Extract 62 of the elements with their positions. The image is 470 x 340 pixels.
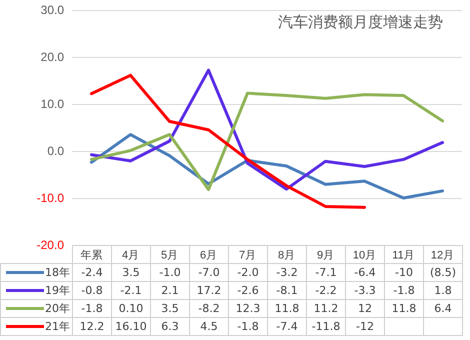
line-series xyxy=(90,92,444,192)
data-label: -11.8 xyxy=(306,318,346,336)
x-tick-label: 10月 xyxy=(352,250,376,262)
data-label: -2.6 xyxy=(228,282,268,300)
legend-label: 20年 xyxy=(0,300,72,318)
x-tick-label: 年累 xyxy=(80,250,102,262)
y-tick-label: -10.0 xyxy=(36,191,64,205)
legend-label: 19年 xyxy=(0,282,72,300)
line-series xyxy=(90,74,366,209)
data-label: -6.4 xyxy=(346,264,384,282)
x-tick-label: 9月 xyxy=(316,250,334,262)
data-label: 17.2 xyxy=(190,282,228,300)
data-label: 11.8 xyxy=(268,300,306,318)
data-label: 12 xyxy=(346,300,384,318)
line-series xyxy=(90,68,444,191)
y-tick-label: -20.0 xyxy=(36,238,64,252)
data-label: 1.8 xyxy=(424,282,462,300)
data-label: 3.5 xyxy=(150,300,190,318)
y-tick-label: 20.0 xyxy=(40,50,64,64)
data-label: -3.2 xyxy=(268,264,306,282)
data-label: -8.1 xyxy=(268,282,306,300)
data-label: -2.2 xyxy=(306,282,346,300)
legend-label: 21年 xyxy=(0,318,72,336)
x-tick-label: 5月 xyxy=(160,250,178,262)
data-label: -12 xyxy=(346,318,384,336)
data-label: -1.8 xyxy=(228,318,268,336)
data-label: 6.4 xyxy=(424,300,462,318)
data-label: -3.3 xyxy=(346,282,384,300)
data-label: 6.3 xyxy=(150,318,190,336)
y-tick-label: 30.0 xyxy=(40,3,64,17)
chart-title: 汽车消费额月度增速走势 xyxy=(278,14,443,31)
data-label: -2.1 xyxy=(112,282,150,300)
x-tick-label: 4月 xyxy=(122,250,140,262)
data-label: -8.2 xyxy=(190,300,228,318)
x-tick-label: 11月 xyxy=(392,250,415,262)
x-tick-label: 8月 xyxy=(278,250,296,262)
data-label: -1.8 xyxy=(72,300,112,318)
data-label: 16.10 xyxy=(112,318,150,336)
data-label: -7.1 xyxy=(306,264,346,282)
x-tick-label: 12月 xyxy=(430,250,454,262)
data-label: -0.8 xyxy=(72,282,112,300)
data-label: -1.0 xyxy=(150,264,190,282)
data-label: 11.8 xyxy=(384,300,424,318)
data-label: 3.5 xyxy=(112,264,150,282)
data-label: 11.2 xyxy=(306,300,346,318)
x-tick-label: 7月 xyxy=(238,250,256,262)
data-label: -2.4 xyxy=(72,264,112,282)
data-label: 2.1 xyxy=(150,282,190,300)
legend-label: 18年 xyxy=(0,264,72,282)
data-label: 12.3 xyxy=(228,300,268,318)
data-label: -7.0 xyxy=(190,264,228,282)
x-tick-label: 6月 xyxy=(200,250,218,262)
data-label: 0.10 xyxy=(112,300,150,318)
data-label: -7.4 xyxy=(268,318,306,336)
data-label: -1.8 xyxy=(384,282,424,300)
y-tick-label: 10.0 xyxy=(40,97,64,111)
data-label: (8.5) xyxy=(424,264,462,282)
data-label: -2.0 xyxy=(228,264,268,282)
y-tick-label: 0.0 xyxy=(47,144,64,158)
data-label: 4.5 xyxy=(190,318,228,336)
data-label: 12.2 xyxy=(72,318,112,336)
data-label: -10 xyxy=(384,264,424,282)
